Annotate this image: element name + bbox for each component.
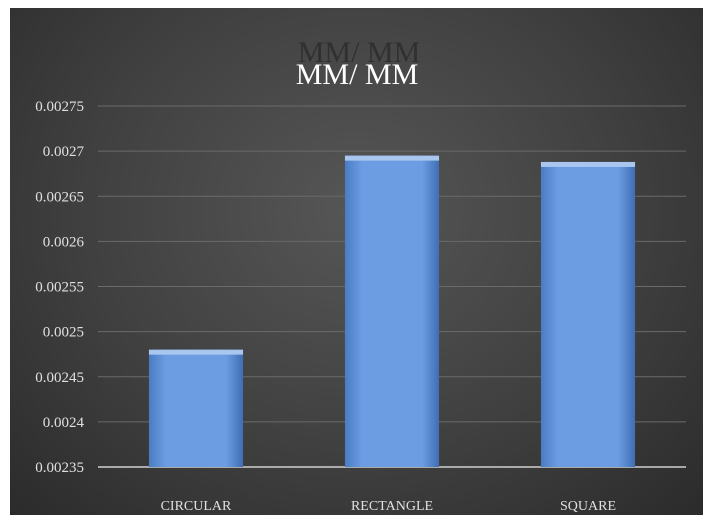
bar-rectangle <box>344 155 440 467</box>
x-category-label: RECTANGLE <box>351 499 433 514</box>
y-tick-label: 0.00275 <box>35 99 84 115</box>
bar <box>540 161 636 467</box>
bar-square <box>540 161 636 467</box>
y-tick-label: 0.00235 <box>35 460 84 476</box>
x-category-label: CIRCULAR <box>161 499 232 514</box>
bar <box>344 155 440 467</box>
y-tick-label: 0.00255 <box>35 280 84 296</box>
bar <box>148 349 244 467</box>
y-tick-label: 0.0025 <box>43 325 84 341</box>
bar-circular <box>148 349 244 467</box>
y-tick-label: 0.00265 <box>35 189 84 205</box>
bar-top-highlight <box>344 155 440 161</box>
chart-title-shadow: MM/ MM <box>298 36 421 69</box>
y-tick-label: 0.0026 <box>43 234 85 250</box>
bar-top-highlight <box>540 161 636 167</box>
chart-title: MM/ MM <box>296 58 419 91</box>
y-tick-label: 0.0027 <box>43 144 85 160</box>
y-tick-label: 0.0024 <box>43 415 85 431</box>
bar-top-highlight <box>148 349 244 355</box>
y-tick-label: 0.00245 <box>35 370 84 386</box>
x-category-label: SQUARE <box>560 499 616 514</box>
